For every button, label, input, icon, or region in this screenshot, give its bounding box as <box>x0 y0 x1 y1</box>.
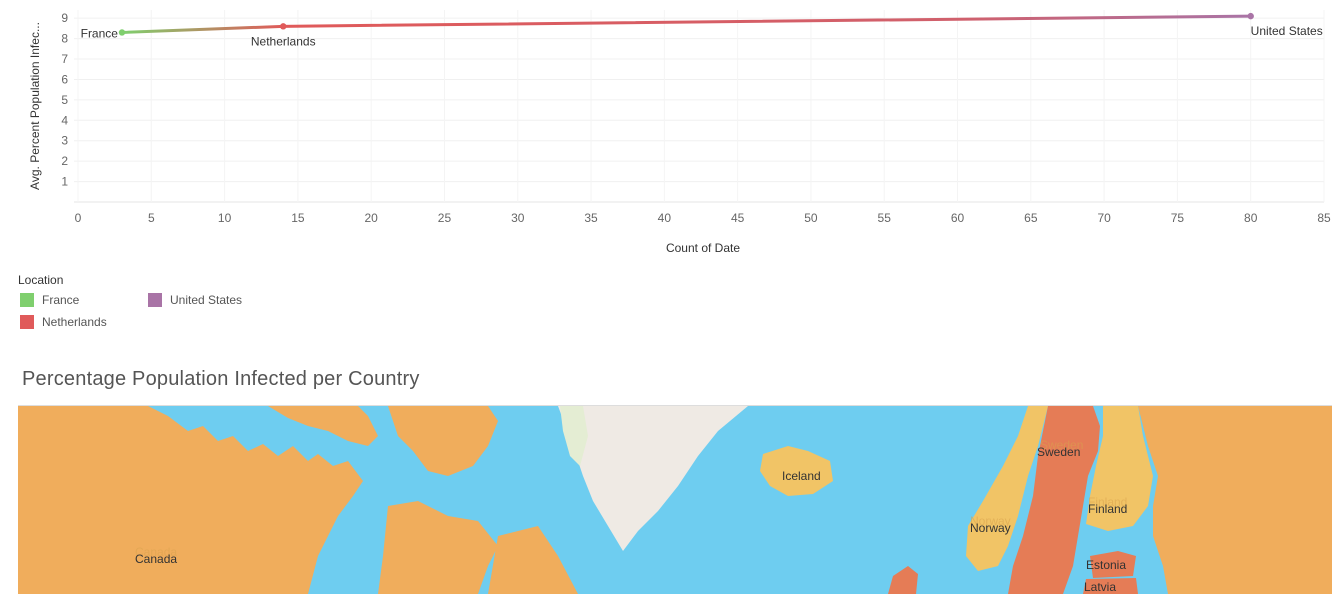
legend-swatch-france <box>20 293 34 307</box>
y-tick-label: 4 <box>61 113 68 127</box>
point-united-states[interactable] <box>1247 12 1254 20</box>
y-tick-label: 7 <box>61 52 68 66</box>
x-tick-label: 10 <box>218 211 232 225</box>
legend-swatch-netherlands <box>20 315 34 329</box>
x-tick-label: 70 <box>1097 211 1111 225</box>
x-tick-label: 50 <box>804 211 818 225</box>
legend-label: Netherlands <box>42 315 107 329</box>
region-canada[interactable] <box>18 406 363 594</box>
map-ghost-label-sweden: Sweden <box>1040 438 1083 452</box>
region-canada-north[interactable] <box>268 406 378 446</box>
map-title: Percentage Population Infected per Count… <box>22 368 420 390</box>
x-axis-title: Count of Date <box>666 241 740 255</box>
y-tick-label: 8 <box>61 32 68 46</box>
region-iceland[interactable] <box>760 446 833 496</box>
x-tick-label: 85 <box>1317 211 1331 225</box>
point-label-united-states: United States <box>1251 24 1323 38</box>
chart-points: France Netherlands United States <box>81 12 1323 48</box>
region-latvia[interactable] <box>1083 578 1138 594</box>
map-ghost-label-canada: Canada <box>135 545 177 559</box>
legend-item-france[interactable]: France <box>20 293 79 307</box>
region-finland[interactable] <box>1086 406 1153 531</box>
x-tick-label: 25 <box>438 211 452 225</box>
map-label-latvia: Latvia <box>1084 580 1116 594</box>
y-tick-label: 5 <box>61 93 68 107</box>
point-france[interactable] <box>118 29 126 36</box>
chart-grid <box>74 10 1325 203</box>
map-ghost-label-finland: Finland <box>1088 495 1127 509</box>
map-label-norway: Norway <box>970 521 1011 535</box>
legend-swatch-united-states <box>148 293 162 307</box>
x-tick-label: 5 <box>148 211 155 225</box>
chart-series-line <box>120 14 1253 34</box>
region-uk[interactable] <box>888 566 918 594</box>
x-tick-label: 0 <box>75 211 82 225</box>
legend-item-netherlands[interactable]: Netherlands <box>20 315 107 329</box>
y-tick-label: 6 <box>61 72 68 86</box>
map-label-finland: Finland <box>1088 502 1127 516</box>
legend-label: France <box>42 293 80 307</box>
x-tick-label: 45 <box>731 211 745 225</box>
y-tick-label: 3 <box>61 134 68 148</box>
region-estonia[interactable] <box>1090 551 1136 578</box>
line-segment <box>281 14 1253 28</box>
x-tick-label: 55 <box>878 211 892 225</box>
point-netherlands[interactable] <box>280 23 287 30</box>
y-axis-ticks: 1 2 3 4 5 6 7 8 9 <box>61 11 68 188</box>
x-tick-label: 40 <box>658 211 672 225</box>
x-tick-label: 20 <box>364 211 378 225</box>
legend: Location France United States Netherland… <box>18 273 338 343</box>
map-label-canada: Canada <box>135 552 177 566</box>
region-sweden[interactable] <box>1008 406 1100 594</box>
map-label-sweden: Sweden <box>1037 445 1080 459</box>
x-tick-label: 30 <box>511 211 525 225</box>
region-greenland-coast <box>560 406 588 466</box>
x-axis-ticks: 0 5 10 15 20 25 30 35 40 45 50 55 60 65 70 75 80 85 <box>75 211 1331 225</box>
x-tick-label: 15 <box>291 211 305 225</box>
y-axis-title: Avg. Percent Population Infec... <box>28 22 42 190</box>
region-norway[interactable] <box>966 406 1048 571</box>
x-tick-label: 60 <box>951 211 965 225</box>
region-russia[interactable] <box>1138 406 1332 594</box>
map-label-estonia: Estonia <box>1086 558 1126 572</box>
map-label-iceland: Iceland <box>782 469 821 483</box>
region-baffin[interactable] <box>388 406 498 476</box>
line-segment <box>120 24 285 34</box>
choropleth-map[interactable]: Canada Canada Iceland Sweden Sweden Norw… <box>18 405 1332 594</box>
region-quebec-east[interactable] <box>488 526 578 594</box>
legend-item-united-states[interactable]: United States <box>148 293 242 307</box>
map-ghost-label-norway: Norway <box>970 514 1011 528</box>
map-canvas: Canada Canada Iceland Sweden Sweden Norw… <box>18 406 1332 594</box>
x-tick-label: 80 <box>1244 211 1258 225</box>
x-tick-label: 35 <box>584 211 598 225</box>
y-tick-label: 2 <box>61 154 68 168</box>
region-greenland[interactable] <box>558 406 748 551</box>
x-tick-label: 65 <box>1024 211 1038 225</box>
y-tick-label: 9 <box>61 11 68 25</box>
legend-label: United States <box>170 293 243 307</box>
y-tick-label: 1 <box>61 175 68 189</box>
point-label-netherlands: Netherlands <box>251 34 316 48</box>
region-labrador[interactable] <box>378 501 498 594</box>
point-label-france: France <box>81 26 119 40</box>
x-tick-label: 75 <box>1171 211 1185 225</box>
legend-title: Location <box>18 273 64 287</box>
